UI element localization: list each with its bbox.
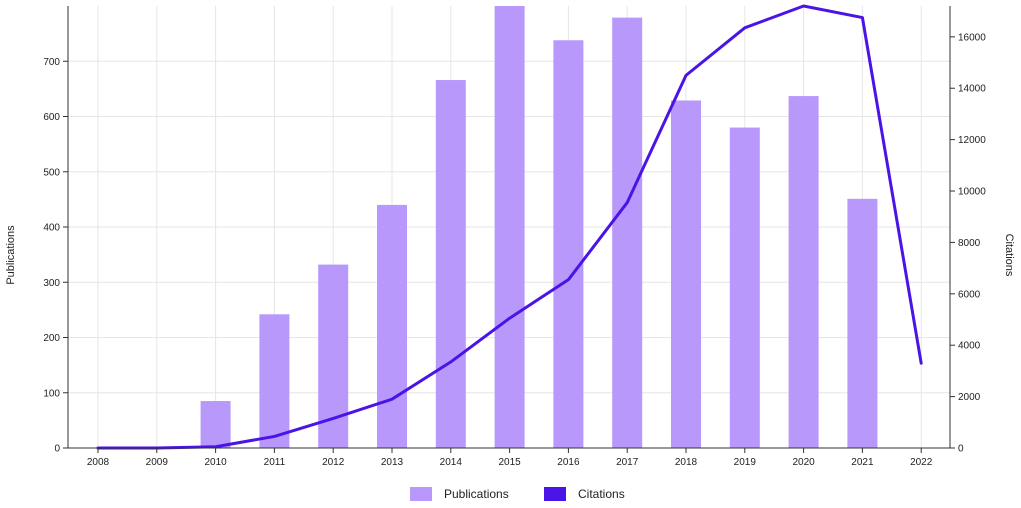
line-citations: [96, 4, 923, 450]
y2-tick-label: 10000: [958, 187, 986, 198]
bar-publications-2021: [847, 198, 878, 448]
bar-publications-2010: [200, 401, 231, 448]
x-tick-label: 2015: [498, 457, 521, 468]
y-tick-label: 600: [43, 112, 60, 123]
y-tick-label: 300: [43, 278, 60, 289]
right-y-axis-ticks: 0 2000 4000 6000 8000 10000 12000 14000 16000: [950, 32, 986, 455]
x-tick-label: 2009: [146, 457, 169, 468]
y-tick-label: 100: [43, 388, 60, 399]
y2-tick-label: 0: [958, 444, 964, 455]
y2-tick-label: 4000: [958, 341, 981, 352]
bar-publications-2019: [729, 127, 760, 449]
legend-swatch-citations: [544, 487, 566, 501]
bar-publications-2015: [494, 6, 525, 448]
citation-line: [96, 4, 923, 450]
x-tick-label: 2021: [851, 457, 874, 468]
left-y-axis-ticks: 0 100 200 300 400 500 600 700: [43, 57, 68, 455]
x-axis-ticks: 2008 2009 2010 2011 2012 2013 2014 2015 2016 2017…: [87, 448, 933, 468]
x-tick-label: 2011: [264, 457, 286, 468]
x-tick-label: 2020: [792, 457, 815, 468]
y-tick-label: 500: [43, 167, 60, 178]
legend: Publications Citations: [410, 487, 625, 501]
y-tick-label: 0: [54, 444, 60, 455]
x-tick-label: 2019: [734, 457, 757, 468]
bar-publications-2016: [553, 40, 584, 448]
y2-tick-label: 16000: [958, 32, 986, 43]
legend-label-publications: Publications: [444, 487, 509, 501]
x-tick-label: 2012: [322, 457, 345, 468]
y2-tick-label: 14000: [958, 84, 986, 95]
x-tick-label: 2008: [87, 457, 110, 468]
publication-bars: [200, 6, 878, 449]
legend-swatch-publications: [410, 487, 432, 501]
y-tick-label: 400: [43, 223, 60, 234]
x-tick-label: 2010: [204, 457, 227, 468]
left-axis-title: Publications: [5, 225, 17, 285]
x-tick-label: 2022: [910, 457, 933, 468]
bar-publications-2018: [671, 100, 701, 448]
x-tick-label: 2018: [675, 457, 698, 468]
x-tick-label: 2013: [381, 457, 404, 468]
legend-label-citations: Citations: [578, 487, 625, 501]
y2-tick-label: 8000: [958, 238, 981, 249]
right-axis-title: Citations: [1003, 234, 1015, 277]
y2-tick-label: 2000: [958, 392, 981, 403]
y2-tick-label: 6000: [958, 289, 981, 300]
y2-tick-label: 12000: [958, 135, 986, 146]
y-tick-label: 200: [43, 333, 60, 344]
bar-publications-2013: [377, 204, 407, 448]
bar-publications-2020: [788, 96, 819, 449]
x-tick-label: 2017: [616, 457, 639, 468]
bar-publications-2014: [435, 80, 466, 448]
y-tick-label: 700: [43, 57, 60, 68]
x-tick-label: 2016: [557, 457, 580, 468]
x-tick-label: 2014: [440, 457, 463, 468]
bar-publications-2011: [259, 314, 290, 448]
bar-publications-2017: [612, 17, 643, 448]
